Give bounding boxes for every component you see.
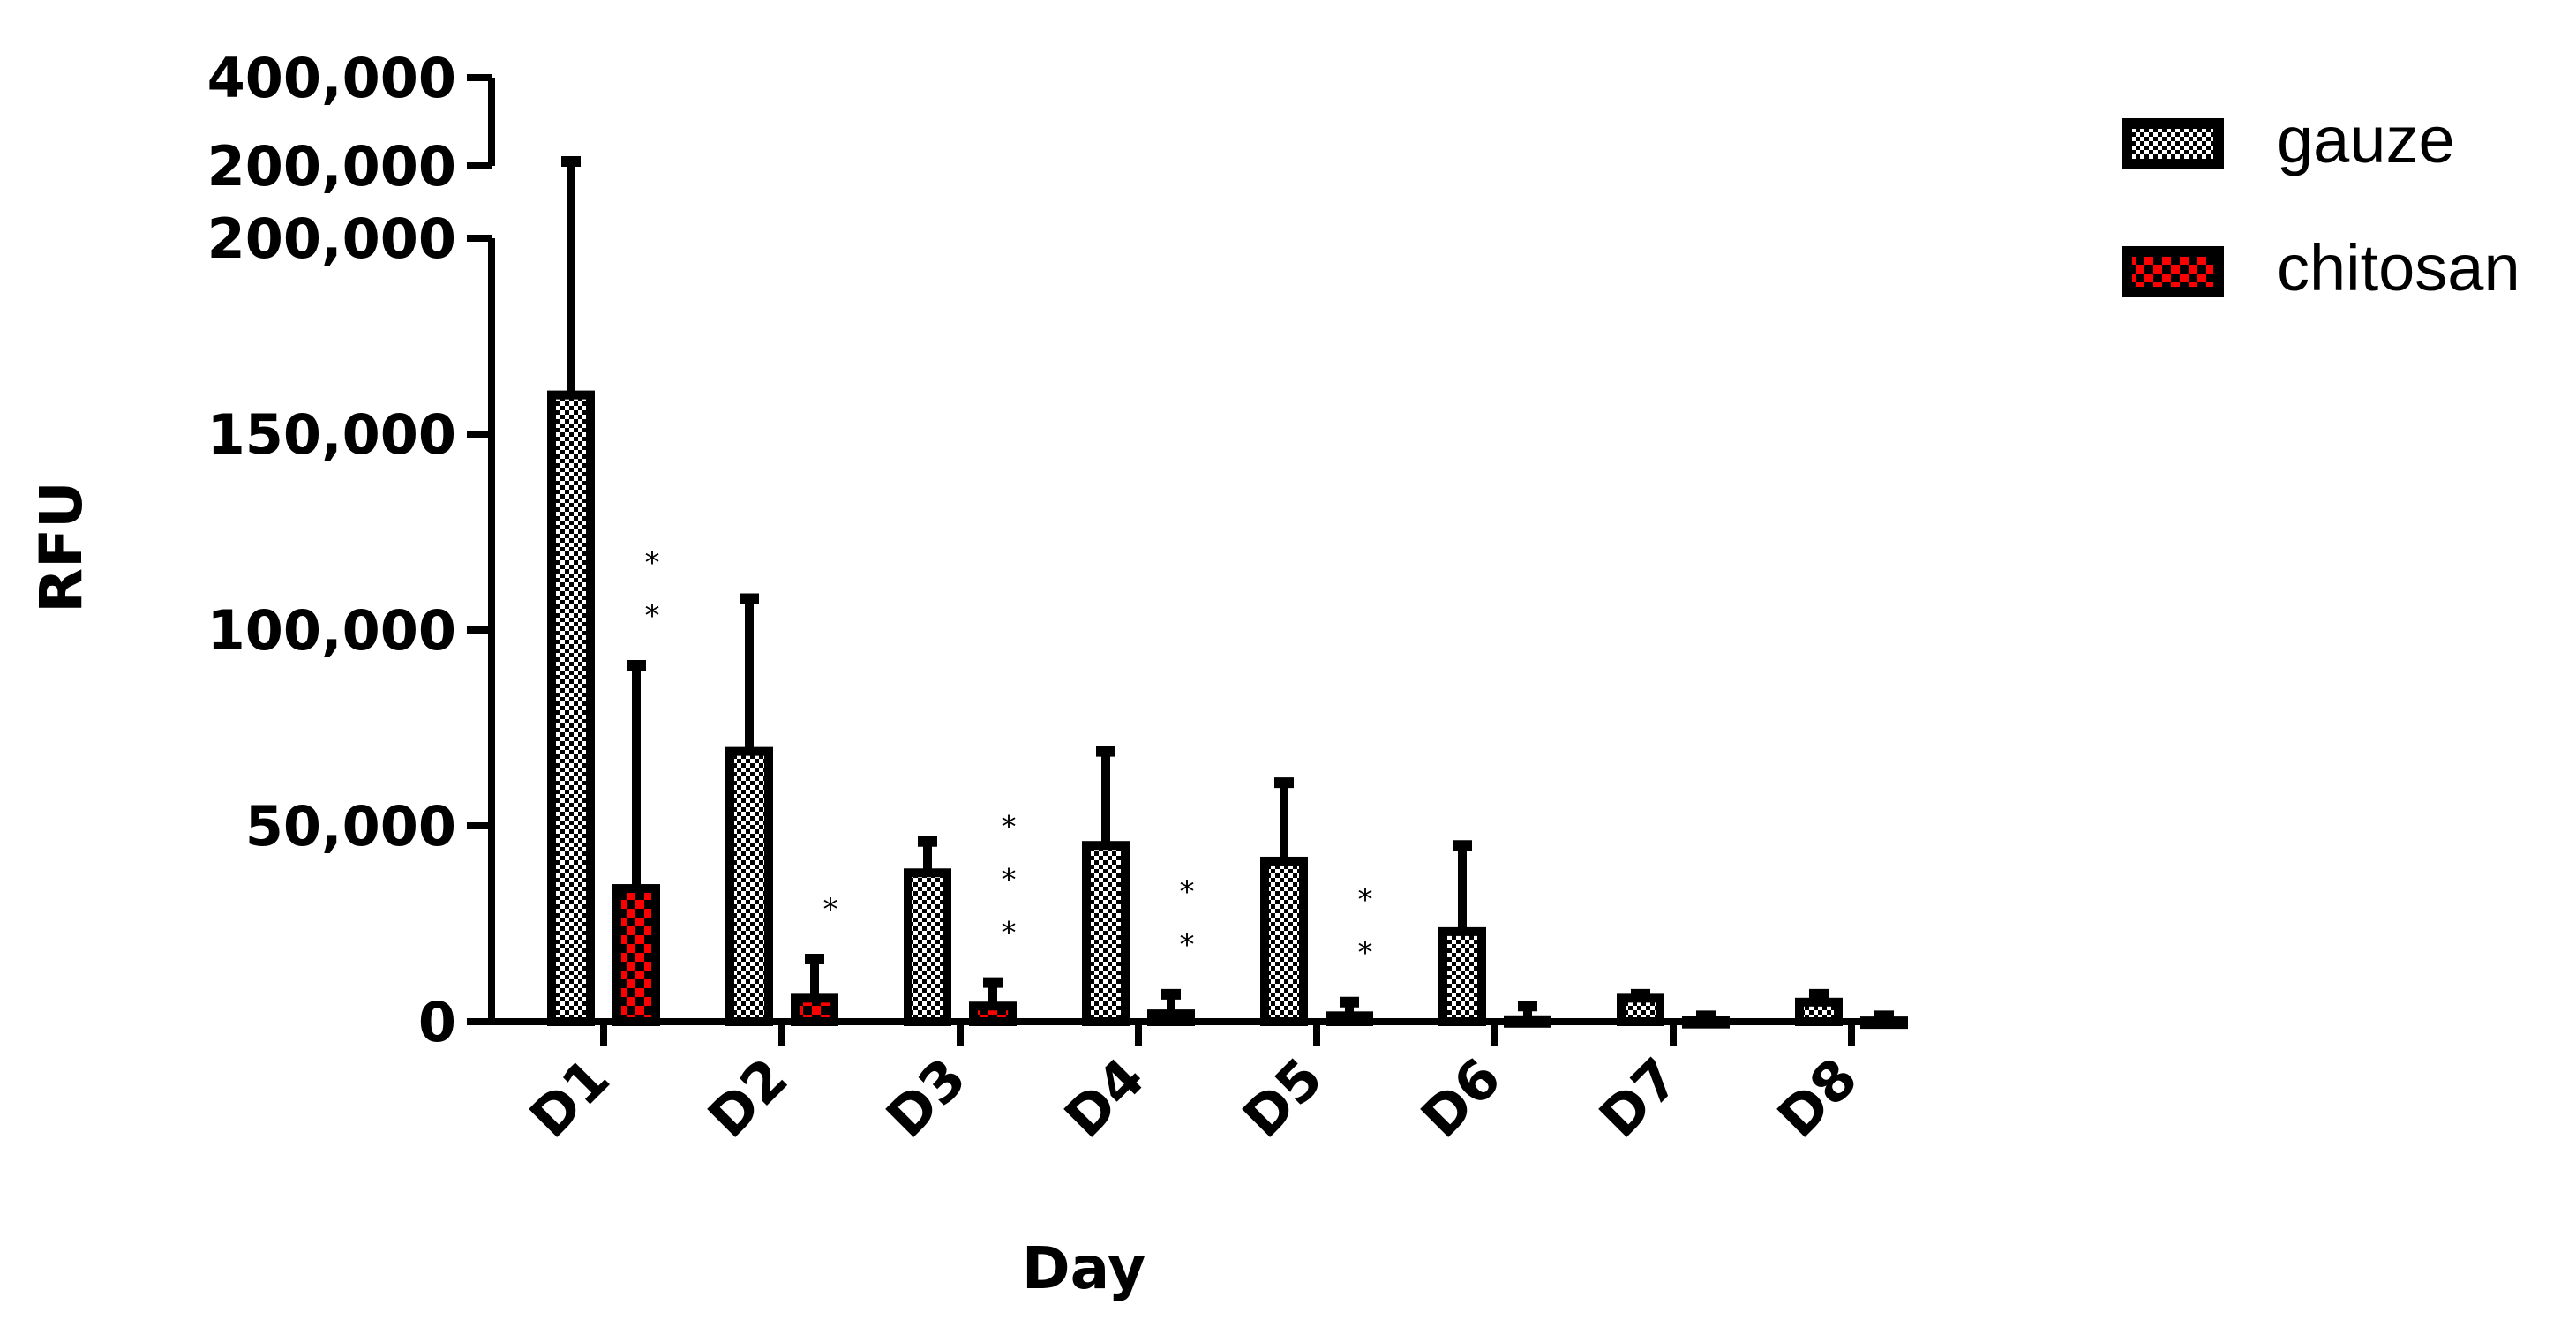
bar-chitosan: [1504, 1015, 1551, 1028]
legend: gauze chitosan: [2122, 103, 2520, 304]
bar-chitosan: [969, 1001, 1017, 1026]
significance-star: *: [1180, 927, 1195, 963]
x-tick-label: D2: [695, 1046, 800, 1151]
legend-swatch-chitosan: [2122, 246, 2224, 297]
x-axis-title: Day: [1022, 1234, 1145, 1302]
bar-chitosan: [1147, 1009, 1195, 1026]
bar-chitosan: [1326, 1011, 1373, 1026]
bar-chitosan: [1682, 1016, 1730, 1029]
y-tick-label-upper: 400,000: [207, 46, 456, 110]
bar-gauze: [725, 746, 773, 1026]
significance-star: *: [1002, 810, 1017, 845]
bar-gauze: [1438, 926, 1486, 1027]
legend-label-chitosan: chitosan: [2277, 231, 2520, 304]
y-tick-label: 200,000: [207, 206, 456, 271]
significance-star: *: [1358, 882, 1373, 918]
y-tick-label: 50,000: [245, 794, 456, 858]
y-tick-label: 0: [418, 990, 456, 1054]
bar-gauze: [904, 868, 951, 1027]
significance-star: *: [645, 545, 660, 581]
bar-gauze: [1260, 856, 1308, 1027]
significance-star: *: [1002, 863, 1017, 898]
bars: [547, 156, 1908, 1030]
significance-star: *: [1002, 916, 1017, 951]
x-tick-label: D7: [1587, 1046, 1692, 1151]
y-tick-label-upper: 200,000: [207, 134, 456, 199]
legend-label-gauze: gauze: [2277, 103, 2455, 176]
y-tick-label: 150,000: [207, 402, 456, 467]
x-tick-label: D6: [1408, 1046, 1513, 1151]
bar-chitosan: [791, 993, 838, 1026]
significance-star: *: [1180, 874, 1195, 910]
bar-chitosan: [612, 884, 660, 1026]
bar-gauze: [1082, 841, 1130, 1027]
x-tick-label: D8: [1765, 1046, 1870, 1151]
y-tick-labels: 0 50,000 100,000 150,000 200,000 200,000 400,0…: [207, 46, 456, 1054]
x-tick-label: D3: [874, 1046, 979, 1151]
bar-gauze: [1795, 997, 1843, 1027]
bar-chitosan: [1860, 1016, 1908, 1030]
bar-gauze: [1617, 993, 1664, 1026]
significance-star: *: [1358, 935, 1373, 971]
x-tick-label: D5: [1230, 1046, 1335, 1151]
x-tick-label: D4: [1052, 1046, 1157, 1151]
x-tick-label: D1: [517, 1046, 622, 1151]
y-axis-title: RFU: [27, 481, 95, 613]
significance-star: *: [823, 892, 838, 927]
x-tick-labels: D1 D2 D3 D4 D5 D6 D7 D8: [517, 1046, 1870, 1151]
significance-star: *: [645, 598, 660, 634]
bar-gauze: [547, 390, 595, 1027]
y-tick-label: 100,000: [207, 598, 456, 663]
significance-markers: * * * * * * * * * *: [645, 545, 1373, 971]
legend-swatch-gauze: [2122, 118, 2224, 169]
